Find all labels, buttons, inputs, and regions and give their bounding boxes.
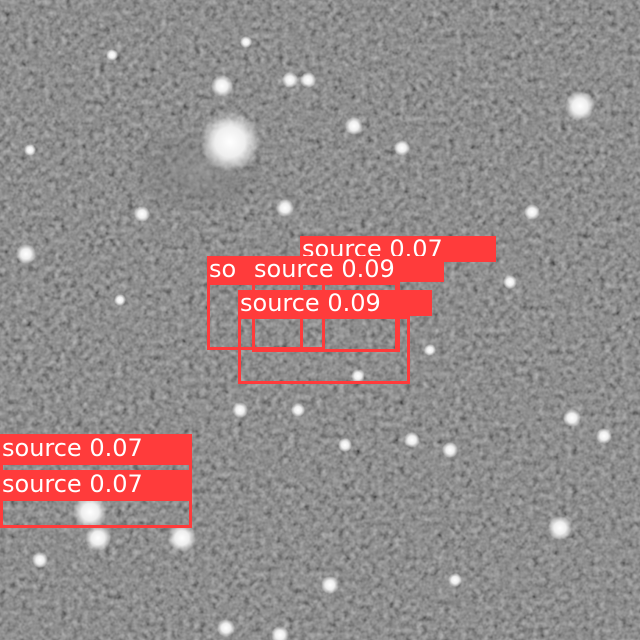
- detection: source 0.09: [252, 255, 444, 352]
- detection-label: so: [209, 255, 236, 283]
- detection-label: source 0.07: [2, 434, 143, 462]
- detection: source 0.07: [0, 470, 192, 528]
- stars: [16, 36, 612, 640]
- label-background: [238, 290, 432, 316]
- detection-label: source 0.07: [2, 470, 143, 498]
- detection-label: source 0.09: [254, 255, 395, 283]
- bounding-box: [238, 316, 410, 384]
- detection: source 0.09: [238, 289, 432, 384]
- label-background: [207, 256, 257, 282]
- label-background: [0, 434, 192, 462]
- detection-label: source 0.09: [240, 289, 381, 317]
- label-background: [0, 470, 192, 498]
- label-background: [252, 256, 444, 282]
- bounding-box: [0, 498, 192, 528]
